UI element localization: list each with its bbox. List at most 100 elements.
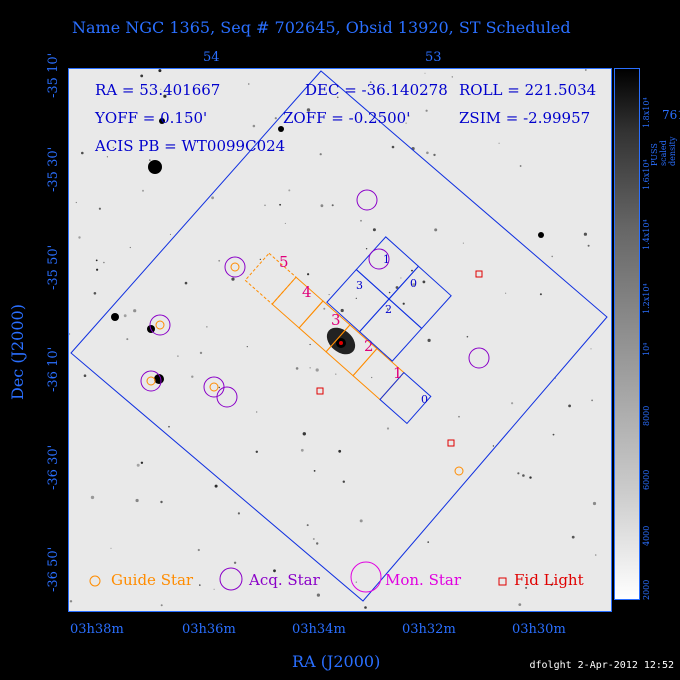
background-star [75,201,77,204]
background-star [434,228,438,232]
acq-star-marker [140,370,162,392]
acis-s-chip-label: 0 [421,393,428,406]
fid-light-marker [316,387,324,395]
target-marker [339,341,343,345]
background-star [123,314,127,318]
acq-star-marker [368,248,390,270]
background-star [316,542,319,545]
background-star [552,433,555,436]
background-star [307,273,310,276]
background-star [338,449,342,453]
bright-star [148,160,162,174]
background-star [288,189,291,192]
info-zoff: ZOFF = -0.2500' [283,109,411,127]
background-star [511,402,514,405]
background-star [424,72,426,74]
colorbar [614,68,640,600]
background-star [163,94,167,98]
background-star [583,232,588,236]
background-star [519,165,522,167]
background-star [149,159,151,161]
background-star [359,519,363,523]
plot-title: Name NGC 1365, Seq # 702645, Obsid 13920… [72,18,571,37]
background-star [411,269,413,272]
bright-star [154,374,164,384]
background-star [539,293,542,296]
background-star [184,281,188,285]
background-star [98,207,101,210]
cbar-tick-3: 6000 [642,469,651,490]
background-star [95,259,98,262]
guide-star-marker [155,320,165,330]
top-tick-53: 53 [425,50,442,65]
legend-acq-star: Acq. Star [249,571,320,589]
acis-i-chip-label: 0 [410,277,417,290]
cbar-tick-1: 2000 [642,579,651,600]
cbar-tick-7: 1.4x10⁴ [642,219,651,250]
background-star [237,512,240,515]
acq-star-marker [356,189,378,211]
cbar-tick-2: 4000 [642,525,651,546]
bright-star [111,313,119,321]
background-star [400,277,402,279]
fid-light-legend-icon [498,577,507,586]
acq-star-marker [149,314,171,336]
hrc-field-outline [70,70,608,602]
background-star [199,351,203,355]
background-star [571,535,575,539]
acis-s-chip [379,371,432,425]
background-star [191,375,194,378]
background-star [103,261,105,264]
background-star [529,476,532,479]
background-star [169,233,171,235]
bottom-tick-2: 03h36m [182,622,236,637]
background-star [133,309,137,313]
background-star [279,203,281,206]
acis-i-chips: 1 0 3 2 [326,236,452,362]
background-star [364,606,367,609]
background-star [264,204,266,207]
background-star [302,432,306,436]
background-star [69,332,71,336]
background-star [433,153,436,157]
background-star [256,411,258,413]
background-star [252,124,256,128]
left-tick-3: -35 50' [46,244,61,290]
acis-s-chip-label: 4 [302,283,312,301]
background-star [126,338,129,341]
background-star [466,335,469,338]
acis-s-strip [244,252,432,425]
star-markers [140,189,490,476]
background-star [405,122,407,124]
acq-star-marker [216,386,238,408]
background-star [388,291,391,294]
acis-i-array [326,236,452,362]
background-star [336,96,339,99]
background-star [372,228,376,232]
acis-i-chip-label: 3 [356,279,363,292]
cbar-tick-5: 10⁴ [642,342,651,356]
background-star [136,463,140,467]
background-star [427,541,430,543]
bottom-tick-4: 03h32m [402,622,456,637]
guide-star-legend-icon [89,575,101,587]
background-star [360,219,362,222]
info-ra: RA = 53.401667 [95,81,221,99]
background-star [319,153,322,156]
background-star [550,583,553,586]
background-star [112,146,115,148]
background-star [492,445,495,447]
left-tick-6: -36 50' [46,546,61,592]
acis-i-chip-label: 1 [383,253,390,266]
background-star [312,538,315,540]
left-tick-2: -35 30' [46,146,61,192]
background-star [129,246,131,249]
info-acis: ACIS PB = WT0099C024 [95,137,286,155]
background-star [158,69,162,73]
background-star [355,581,357,583]
acq-star-marker [224,256,246,278]
background-star [551,255,553,258]
background-star [81,151,84,155]
background-star [160,500,163,504]
